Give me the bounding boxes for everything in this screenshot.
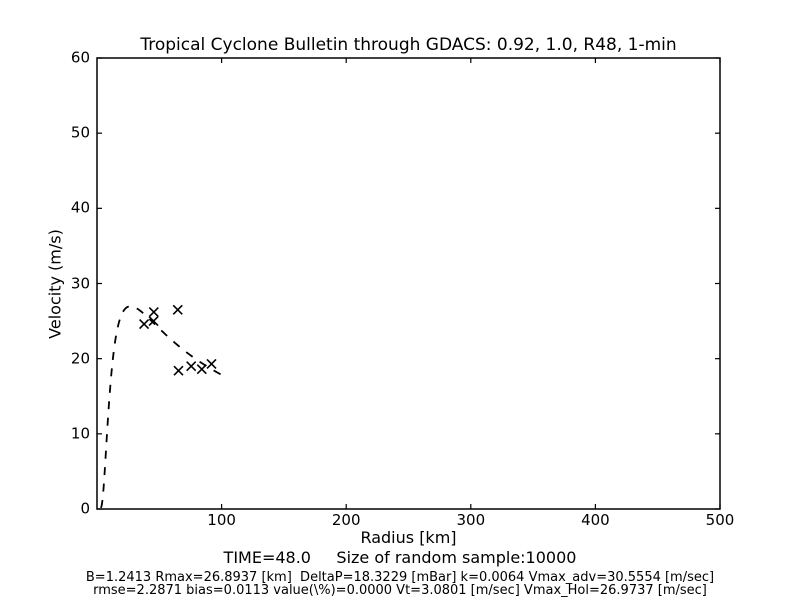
x-tick-label: 500: [705, 511, 735, 529]
y-tick-label: 40: [70, 198, 90, 217]
y-tick-label: 60: [70, 48, 90, 67]
x-tick-label: 300: [456, 511, 486, 529]
scatter-marker: [186, 361, 197, 372]
scatter-marker: [139, 319, 150, 330]
plot-border: [96, 57, 721, 510]
scatter-marker: [148, 316, 159, 327]
y-tick-label: 10: [70, 424, 90, 443]
x-axis-label: Radius [km]: [360, 528, 457, 547]
x-tick-label: 400: [581, 511, 610, 529]
scatter-marker: [173, 365, 184, 376]
scatter-marker: [196, 364, 207, 375]
scatter-marker: [206, 358, 217, 369]
footer-time-sample: TIME=48.0 Size of random sample:10000: [223, 548, 577, 567]
y-tick-label: 30: [70, 274, 90, 292]
y-tick-label: 0: [80, 499, 90, 518]
scatter-marker: [172, 304, 183, 315]
x-tick-label: 100: [207, 511, 236, 529]
axis-ticks: [97, 57, 721, 510]
footer-params-line1: B=1.2413 Rmax=26.8937 [km] DeltaP=18.322…: [85, 570, 715, 585]
chart-title: Tropical Cyclone Bulletin through GDACS:…: [140, 35, 677, 55]
scatter-marker: [148, 306, 159, 318]
x-tick-label: 200: [331, 511, 361, 529]
y-tick-label: 20: [70, 349, 90, 368]
holland-curve: [100, 305, 226, 509]
footer-params-line2: rmse=2.2871 bias=0.0113 value(\%)=0.0000…: [93, 583, 707, 598]
y-tick-label: 50: [70, 123, 90, 142]
